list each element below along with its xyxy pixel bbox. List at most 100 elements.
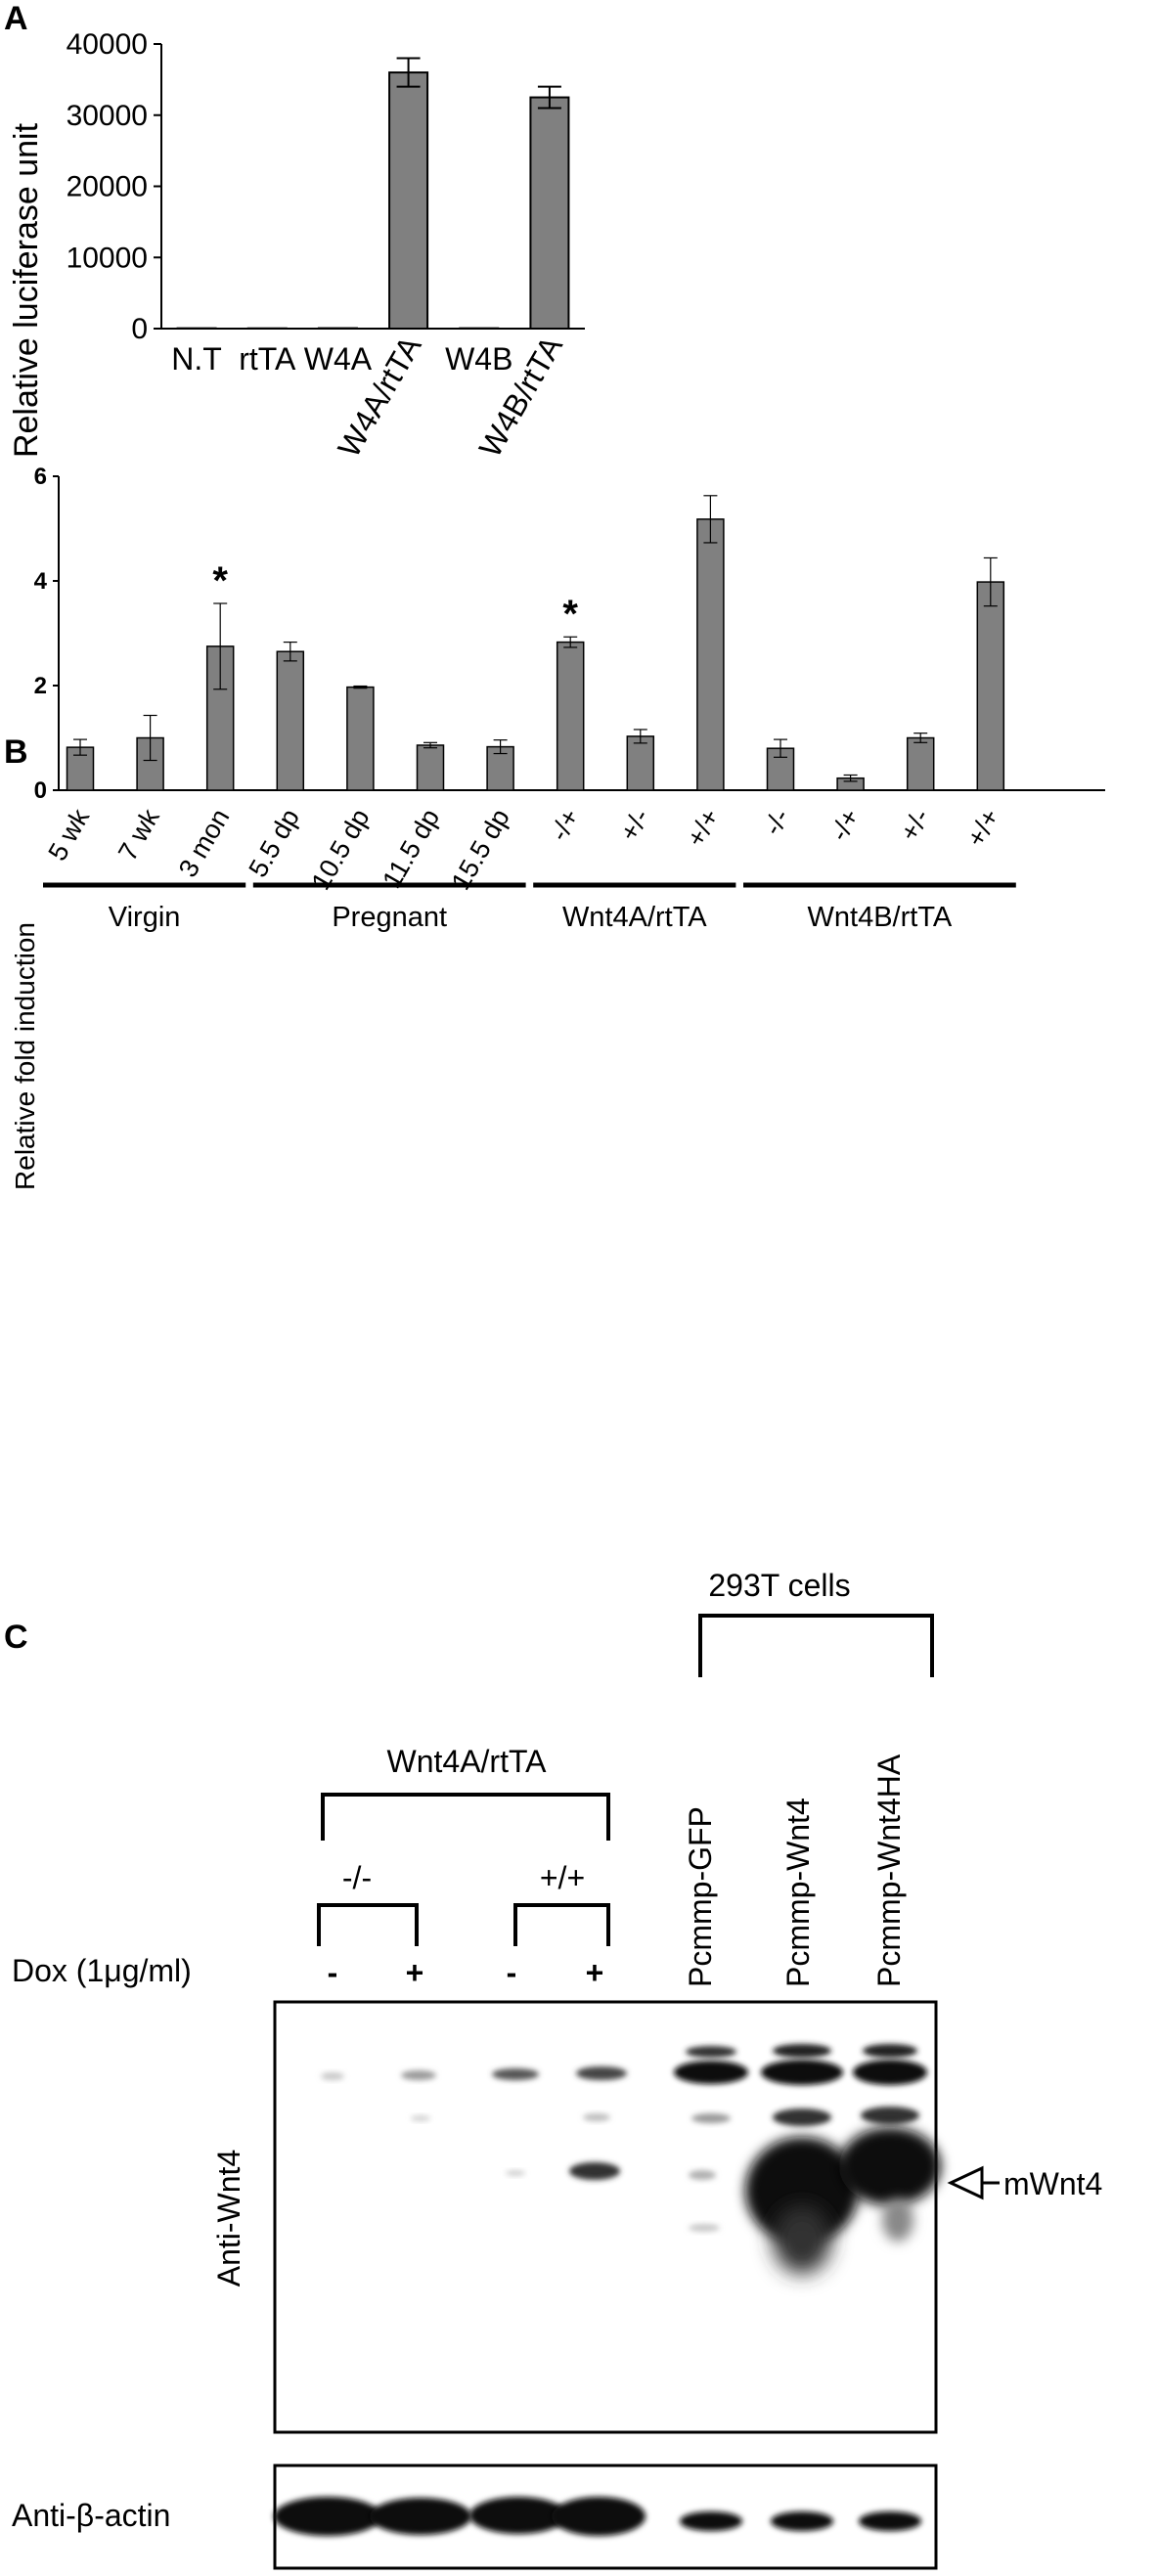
genotype-neg-bracket: [317, 1903, 419, 1946]
band: [552, 2497, 646, 2536]
band: [674, 2061, 748, 2084]
band: [689, 2170, 716, 2180]
panel-a-x-tick-label: W4B: [445, 341, 512, 377]
panel-a-y-tick-label: 30000: [67, 100, 148, 132]
panel-b-x-tick-label: -/+: [544, 804, 585, 846]
wnt4a-rtta-bracket: [321, 1793, 610, 1841]
panel-a-x-tick-label: N.T: [171, 341, 222, 377]
mwnt4-arrow: mWnt4: [947, 2165, 1102, 2201]
panel-c-western-blot: C 293T cells Wnt4A/rtTA -/- +/+ Dox (1μg…: [4, 1568, 1102, 2570]
panel-b-bar: [346, 686, 375, 791]
panel-b-x-tick-label: 3 mon: [173, 804, 236, 882]
blot-top-bands: [321, 2044, 941, 2274]
panel-b-x-tick-label: +/+: [960, 804, 1005, 852]
panel-a-y-axis-label: Relative luciferase unit: [8, 122, 45, 458]
plasmid-label-wnt4: Pcmmp-Wnt4: [780, 1798, 816, 1987]
dox-mark-4: +: [586, 1955, 604, 1990]
panel-b-bar: [276, 650, 305, 791]
band: [411, 2115, 430, 2121]
genotype-neg-label: -/-: [342, 1860, 372, 1895]
cells-293t-label: 293T cells: [708, 1568, 850, 1603]
blot-top-label: Anti-Wnt4: [211, 2150, 246, 2287]
band: [321, 2072, 344, 2080]
panel-a-chart: A Relative luciferase unit 0 10000 20000 30…: [4, 0, 585, 464]
panel-b-group-label: Virgin: [109, 902, 181, 933]
panel-b-x-tick-label: 11.5 dp: [377, 804, 445, 893]
band: [859, 2511, 921, 2531]
panel-b-x-tick-label: 5.5 dp: [243, 804, 305, 882]
panel-b-x-tick-label: -/+: [824, 804, 866, 846]
panel-b-x-tick-labels: 5 wk 7 wk 3 mon 5.5 dp 10.5 dp 11.5 dp 15.5 dp…: [42, 804, 1005, 895]
band: [506, 2170, 525, 2176]
band: [583, 2113, 610, 2121]
band: [882, 2198, 913, 2242]
panel-a-y-axis: 0 10000 20000 30000 40000: [67, 28, 585, 345]
blot-bottom-label: Anti-β-actin: [12, 2498, 170, 2533]
mwnt4-arrowhead: [947, 2165, 984, 2200]
panel-c-label: C: [4, 1619, 28, 1656]
band: [680, 2511, 742, 2531]
band: [863, 2044, 917, 2058]
panel-b-x-tick-label: 10.5 dp: [306, 804, 376, 895]
plasmid-label-gfp: Pcmmp-GFP: [683, 1806, 718, 1987]
panel-b-x-tick-label: 15.5 dp: [446, 804, 515, 895]
panel-a-y-tick-label: 40000: [67, 28, 148, 61]
blot-bottom-bands: [274, 2497, 921, 2536]
panel-b-x-tick-label: +/-: [614, 804, 655, 846]
panel-b-x-tick-label: 7 wk: [112, 804, 165, 866]
panel-b-significance-star: *: [562, 593, 578, 636]
panel-b-x-tick-label: -/-: [757, 804, 795, 840]
cells-293t-bracket: [698, 1614, 934, 1677]
dox-mark-2: +: [406, 1955, 424, 1990]
wnt4a-rtta-label: Wnt4A/rtTA: [387, 1744, 548, 1779]
mwnt4-label: mWnt4: [1003, 2166, 1102, 2201]
dox-mark-3: -: [507, 1955, 517, 1990]
plasmid-label-wnt4ha: Pcmmp-Wnt4HA: [871, 1754, 907, 1987]
panel-b-bar: [696, 518, 725, 791]
panel-a-y-tick-label: 10000: [67, 242, 148, 274]
panel-b-group-brackets: Virgin Pregnant Wnt4A/rtTA Wnt4B/rtTA: [43, 882, 1016, 933]
panel-b-x-tick-label: +/-: [894, 804, 935, 846]
panel-b-bar: [766, 747, 795, 791]
band: [773, 2205, 831, 2274]
panel-b-y-tick-label: 4: [34, 568, 48, 595]
band: [861, 2107, 919, 2124]
panel-b-bars: **: [66, 495, 1005, 791]
dox-mark-1: -: [328, 1955, 338, 1990]
panel-b-bar: [626, 735, 655, 791]
dox-label: Dox (1μg/ml): [12, 1953, 192, 1988]
panel-b-y-tick-label: 2: [34, 673, 47, 699]
band: [745, 2137, 859, 2244]
band: [691, 2113, 731, 2123]
band: [492, 2068, 539, 2080]
band: [689, 2224, 720, 2232]
panel-a-y-tick-label: 20000: [67, 171, 148, 203]
band: [576, 2066, 627, 2080]
panel-a-label: A: [4, 0, 28, 37]
band: [761, 2060, 843, 2085]
panel-a-bars: [176, 57, 570, 331]
panel-b-group-label: Pregnant: [332, 902, 447, 933]
panel-a-y-tick-label: 0: [131, 313, 148, 345]
band: [401, 2070, 436, 2080]
band: [370, 2498, 471, 2535]
band: [771, 2511, 833, 2531]
panel-b-x-tick-label: +/+: [681, 804, 726, 852]
panel-a-bar: [388, 71, 429, 330]
panel-a-x-tick-label: rtTA: [239, 341, 296, 377]
panel-b-group-label: Wnt4A/rtTA: [562, 902, 707, 933]
panel-b-bar: [976, 581, 1005, 791]
panel-b-y-axis-label: Relative fold induction: [10, 922, 40, 1190]
genotype-pos-bracket: [513, 1903, 610, 1946]
band: [773, 2044, 831, 2058]
panel-a-bar: [529, 96, 570, 330]
band: [773, 2109, 831, 2126]
panel-b-bar: [416, 744, 445, 791]
panel-a-x-tick-label: W4A: [304, 341, 373, 377]
panel-b-label: B: [4, 733, 28, 771]
band: [469, 2497, 567, 2534]
panel-b-y-tick-label: 0: [34, 777, 47, 804]
band: [839, 2127, 941, 2205]
